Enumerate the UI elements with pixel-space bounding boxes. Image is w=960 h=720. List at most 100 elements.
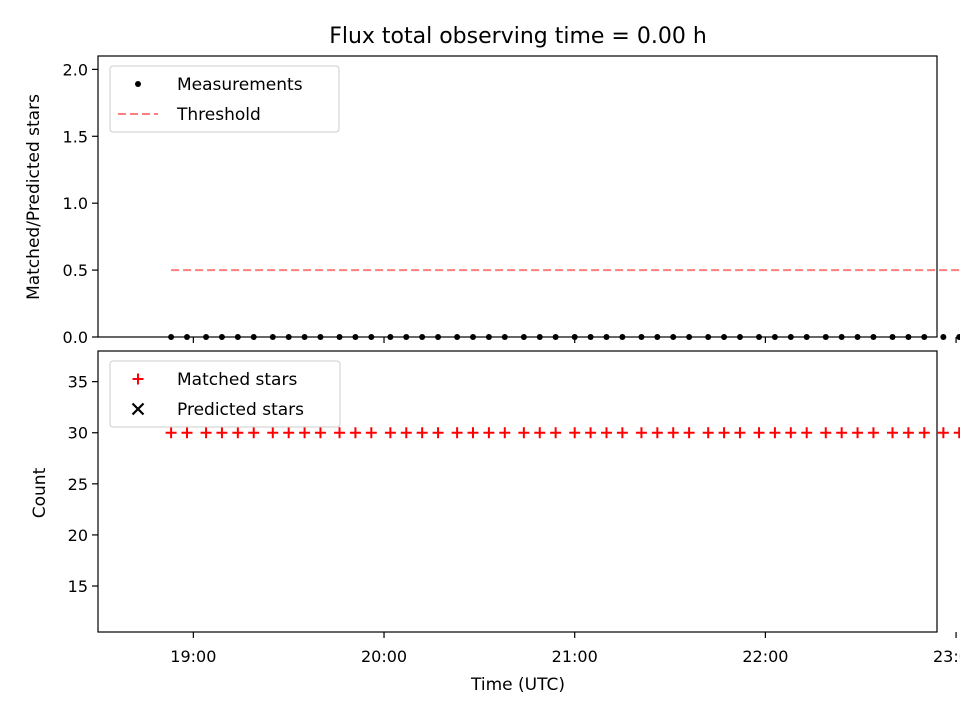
legend-predicted-swatch xyxy=(131,402,145,416)
matched-star-point xyxy=(518,427,530,439)
matched-star-point xyxy=(200,427,212,439)
matched-star-point xyxy=(734,427,746,439)
measurement-point xyxy=(921,334,928,340)
matched-star-point xyxy=(432,427,444,439)
matched-star-point xyxy=(887,427,899,439)
matched-star-point xyxy=(349,427,361,439)
measurement-point xyxy=(250,334,257,340)
matched-star-point xyxy=(550,427,562,439)
measurement-point xyxy=(756,334,763,340)
measurement-point xyxy=(838,334,845,340)
measurement-point xyxy=(520,334,527,340)
measurement-point xyxy=(317,334,324,340)
measurement-point xyxy=(803,334,810,340)
measurement-point xyxy=(336,334,343,340)
measurement-point xyxy=(721,334,728,340)
measurement-point xyxy=(571,334,578,340)
matched-star-point xyxy=(181,427,193,439)
bottom-legend-box xyxy=(109,360,341,428)
matched-star-point xyxy=(267,427,279,439)
matched-star-point xyxy=(216,427,228,439)
measurement-point xyxy=(285,334,292,340)
matched-star-point xyxy=(616,427,628,439)
matched-star-point xyxy=(683,427,695,439)
matched-star-point xyxy=(651,427,663,439)
measurement-point xyxy=(686,334,693,340)
bottom-y-tick-label: 30 xyxy=(68,424,88,443)
bottom-y-tick-label: 15 xyxy=(68,577,88,596)
x-axis-label: Time (UTC) xyxy=(470,675,565,695)
matched-star-point xyxy=(667,427,679,439)
measurement-point xyxy=(183,334,190,340)
measurement-point xyxy=(387,334,394,340)
measurement-point xyxy=(619,334,626,340)
matched-star-point xyxy=(753,427,765,439)
matched-star-point xyxy=(801,427,813,439)
matched-star-point xyxy=(232,427,244,439)
measurement-point xyxy=(638,334,645,340)
matched-star-point xyxy=(248,427,260,439)
measurement-point xyxy=(301,334,308,340)
measurement-point xyxy=(435,334,442,340)
measurement-point xyxy=(654,334,661,340)
matched-star-point xyxy=(416,427,428,439)
measurement-point xyxy=(787,334,794,340)
measurement-point xyxy=(485,334,492,340)
matched-star-point xyxy=(400,427,412,439)
legend-measurement-swatch xyxy=(135,81,141,87)
measurement-point xyxy=(889,334,896,340)
matched-star-point xyxy=(365,427,377,439)
matched-star-point xyxy=(499,427,511,439)
matched-star-point xyxy=(534,427,546,439)
matched-star-point xyxy=(852,427,864,439)
top-y-tick-label: 1.5 xyxy=(63,127,88,146)
matched-star-point xyxy=(569,427,581,439)
matched-star-point xyxy=(937,427,949,439)
measurement-point xyxy=(905,334,912,340)
measurement-point xyxy=(269,334,276,340)
legend-label: Threshold xyxy=(176,105,261,125)
measurement-point xyxy=(705,334,712,340)
matched-star-point xyxy=(718,427,730,439)
top-legend-box xyxy=(109,65,340,133)
matched-star-point xyxy=(769,427,781,439)
x-tick-label: 22:00 xyxy=(742,647,788,666)
matched-star-point xyxy=(483,427,495,439)
measurement-point xyxy=(419,334,426,340)
matched-star-point xyxy=(314,427,326,439)
measurement-point xyxy=(352,334,359,340)
matched-star-point xyxy=(867,427,879,439)
matched-star-point xyxy=(299,427,311,439)
matched-star-point xyxy=(600,427,612,439)
matched-star-point xyxy=(820,427,832,439)
measurement-point xyxy=(736,334,743,340)
measurement-point xyxy=(168,334,175,340)
measurement-point xyxy=(940,334,947,340)
x-tick-label: 21:00 xyxy=(552,647,598,666)
matched-star-point xyxy=(334,427,346,439)
measurement-point xyxy=(368,334,375,340)
measurement-point xyxy=(603,334,610,340)
top-panel: 0.0 0.5 1.0 1.5 2.0 Measurements Threshold xyxy=(63,55,960,347)
bottom-panel: 152025303519:0020:0021:0022:0023:0000:00… xyxy=(68,350,960,666)
legend-label: Predicted stars xyxy=(177,400,304,420)
matched-star-point xyxy=(384,427,396,439)
measurement-point xyxy=(454,334,461,340)
x-tick-label: 23:00 xyxy=(933,647,960,666)
matched-star-point xyxy=(165,427,177,439)
measurement-point xyxy=(403,334,410,340)
bottom-y-tick-label: 35 xyxy=(68,373,88,392)
measurement-point xyxy=(670,334,677,340)
top-y-tick-label: 1.0 xyxy=(63,194,88,213)
top-y-tick-label: 2.0 xyxy=(63,60,88,79)
measurement-point xyxy=(470,334,477,340)
legend-matched-swatch xyxy=(132,373,144,385)
top-y-tick-label: 0.0 xyxy=(63,328,88,347)
measurement-point xyxy=(854,334,861,340)
x-tick-label: 19:00 xyxy=(170,647,216,666)
matched-star-point xyxy=(585,427,597,439)
measurement-point xyxy=(822,334,829,340)
bottom-legend: Matched stars Predicted stars xyxy=(109,360,341,428)
top-legend: Measurements Threshold xyxy=(109,65,340,133)
